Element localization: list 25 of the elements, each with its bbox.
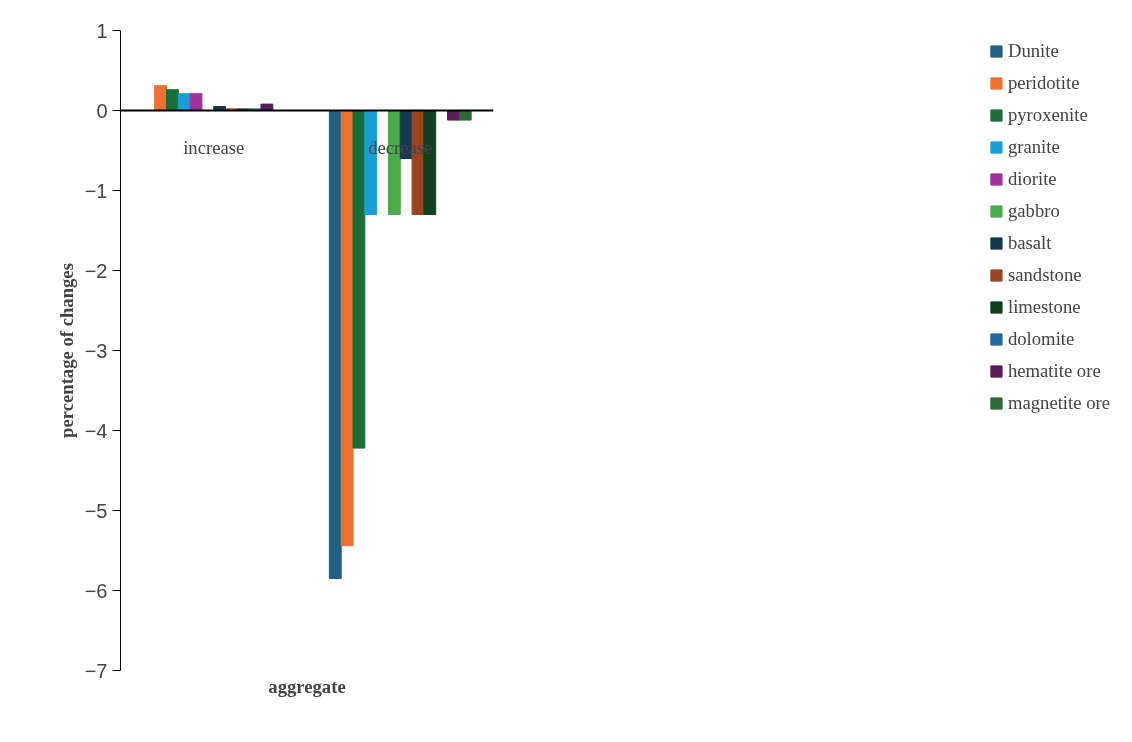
legend-label: pyroxenite: [1007, 104, 1088, 126]
y-tick-label: −6: [84, 579, 108, 602]
x-tick-label: decrease: [368, 136, 433, 158]
y-tick-label: −2: [84, 259, 108, 282]
y-tick-label: −3: [84, 339, 108, 362]
legend-label: limestone: [1007, 296, 1081, 318]
legend-label: diorite: [1007, 168, 1057, 190]
legend-label: Dunite: [1007, 40, 1059, 62]
legend-label: sandstone: [1007, 264, 1082, 286]
x-tick-label: increase: [183, 136, 245, 158]
legend-label: peridotite: [1007, 72, 1080, 94]
legend-label: gabbro: [1007, 200, 1060, 222]
y-tick-label: −5: [84, 499, 108, 522]
y-tick-label: 0: [96, 99, 108, 122]
y-tick-label: −1: [84, 179, 108, 202]
legend-label: hematite ore: [1007, 360, 1101, 382]
legend-label: basalt: [1007, 232, 1052, 254]
y-tick-label: −7: [84, 659, 108, 682]
y-axis-title: percentage of changes: [55, 263, 77, 438]
y-tick-label: 1: [96, 19, 108, 42]
x-axis-title: aggregate: [268, 675, 346, 697]
legend-label: dolomite: [1007, 328, 1075, 350]
y-tick-label: −4: [84, 419, 108, 442]
legend-label: granite: [1007, 136, 1060, 158]
legend-label: magnetite ore: [1007, 392, 1110, 414]
